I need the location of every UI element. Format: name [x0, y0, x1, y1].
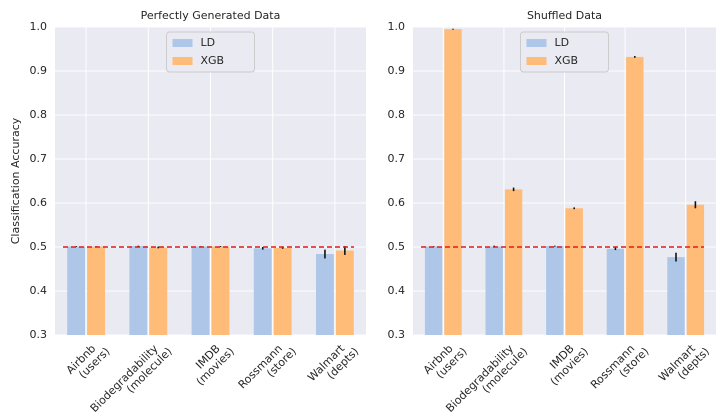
bar: [485, 246, 503, 335]
y-tick-label: 0.6: [388, 196, 406, 209]
bar: [546, 246, 564, 335]
x-tick-label: Walmart(depts): [305, 342, 361, 384]
bar: [667, 257, 685, 335]
chart-title: Perfectly Generated Data: [141, 9, 281, 22]
x-tick-label: Rossmann(store): [588, 342, 651, 391]
y-tick-label: 0.8: [388, 108, 406, 121]
legend-label: LD: [201, 36, 216, 49]
bar: [424, 246, 443, 335]
y-tick-label: 0.3: [30, 328, 48, 341]
bar: [253, 248, 272, 335]
legend-swatch: [526, 57, 547, 65]
bar: [335, 250, 354, 335]
legend-swatch: [172, 39, 193, 47]
y-tick-label: 0.6: [30, 196, 48, 209]
x-tick-label: Airbnb(users): [64, 342, 113, 381]
legend-swatch: [526, 39, 547, 47]
bar: [504, 189, 523, 335]
x-tick-label: IMDB(movies): [193, 342, 237, 388]
x-tick-label: Walmart(depts): [656, 342, 712, 384]
y-tick-label: 0.7: [388, 152, 406, 165]
bar: [315, 254, 334, 335]
y-tick-label: 0.3: [388, 328, 406, 341]
bar: [686, 204, 705, 335]
y-tick-label: 0.9: [388, 64, 406, 77]
y-axis-label: Classification Accuracy: [9, 117, 22, 244]
bar: [191, 246, 210, 335]
chart-title: Shuffled Data: [527, 9, 602, 22]
y-tick-label: 0.8: [30, 108, 48, 121]
bar: [67, 246, 86, 335]
bar: [273, 247, 292, 335]
y-tick-label: 0.7: [30, 152, 48, 165]
bar: [565, 208, 583, 335]
y-tick-label: 0.4: [30, 284, 48, 297]
bar: [87, 246, 106, 335]
bar: [129, 246, 148, 335]
x-tick-label: Airbnb(users): [421, 342, 470, 381]
bar: [626, 56, 644, 336]
y-tick-label: 0.5: [388, 240, 406, 253]
y-tick-label: 0.4: [388, 284, 406, 297]
legend-label: LD: [555, 36, 570, 49]
y-tick-label: 0.9: [30, 64, 48, 77]
legend-swatch: [172, 57, 193, 65]
legend-label: XGB: [201, 54, 225, 67]
bar: [444, 29, 462, 335]
x-tick-label: Rossmann(store): [236, 342, 299, 391]
y-tick-label: 1.0: [388, 20, 406, 33]
x-tick-label: IMDB(movies): [547, 342, 591, 388]
y-tick-label: 1.0: [30, 20, 48, 33]
legend-label: XGB: [555, 54, 579, 67]
y-tick-label: 0.5: [30, 240, 48, 253]
bar: [149, 247, 168, 335]
bar: [211, 246, 230, 335]
bar: [606, 248, 625, 335]
